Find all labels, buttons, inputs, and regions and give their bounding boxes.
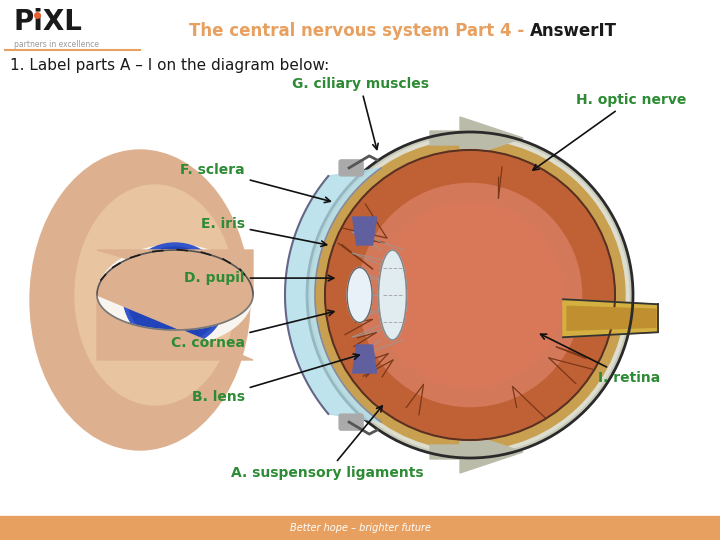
Text: A. suspensory ligaments: A. suspensory ligaments [231, 406, 424, 480]
Circle shape [153, 273, 197, 317]
Text: D. pupil: D. pupil [184, 271, 334, 285]
Ellipse shape [347, 267, 372, 322]
FancyBboxPatch shape [339, 414, 363, 430]
Circle shape [327, 152, 613, 438]
Text: partners in excellence: partners in excellence [14, 40, 99, 49]
Circle shape [127, 247, 223, 343]
Polygon shape [353, 345, 377, 373]
FancyBboxPatch shape [339, 160, 363, 176]
Text: 1. Label parts A – I on the diagram below:: 1. Label parts A – I on the diagram belo… [10, 58, 329, 73]
Polygon shape [563, 299, 658, 338]
Polygon shape [567, 306, 656, 330]
Text: Better hope – brighter future: Better hope – brighter future [289, 523, 431, 533]
Text: AnswerIT: AnswerIT [530, 22, 617, 40]
Circle shape [325, 150, 615, 440]
Text: The central nervous system Part 4 -: The central nervous system Part 4 - [189, 22, 530, 40]
Text: B. lens: B. lens [192, 354, 359, 404]
Text: E. iris: E. iris [201, 217, 327, 246]
Circle shape [315, 140, 625, 450]
Circle shape [123, 243, 227, 347]
FancyArrow shape [430, 431, 523, 473]
Polygon shape [285, 168, 381, 422]
Polygon shape [97, 250, 253, 295]
Text: I. retina: I. retina [541, 334, 660, 385]
FancyArrow shape [430, 117, 523, 159]
Text: G. ciliary muscles: G. ciliary muscles [292, 77, 428, 150]
Circle shape [359, 184, 582, 407]
Ellipse shape [30, 150, 250, 450]
Circle shape [154, 271, 172, 289]
Circle shape [311, 136, 629, 454]
Bar [0, 516, 720, 540]
Text: PiXL: PiXL [14, 8, 83, 36]
Text: H. optic nerve: H. optic nerve [533, 93, 686, 170]
Circle shape [307, 132, 633, 458]
Circle shape [377, 202, 563, 388]
Polygon shape [353, 217, 377, 245]
Text: F. sclera: F. sclera [180, 163, 330, 202]
Ellipse shape [75, 185, 235, 405]
Ellipse shape [97, 245, 253, 345]
Text: C. cornea: C. cornea [171, 310, 334, 350]
Polygon shape [97, 295, 253, 360]
Ellipse shape [379, 250, 407, 340]
